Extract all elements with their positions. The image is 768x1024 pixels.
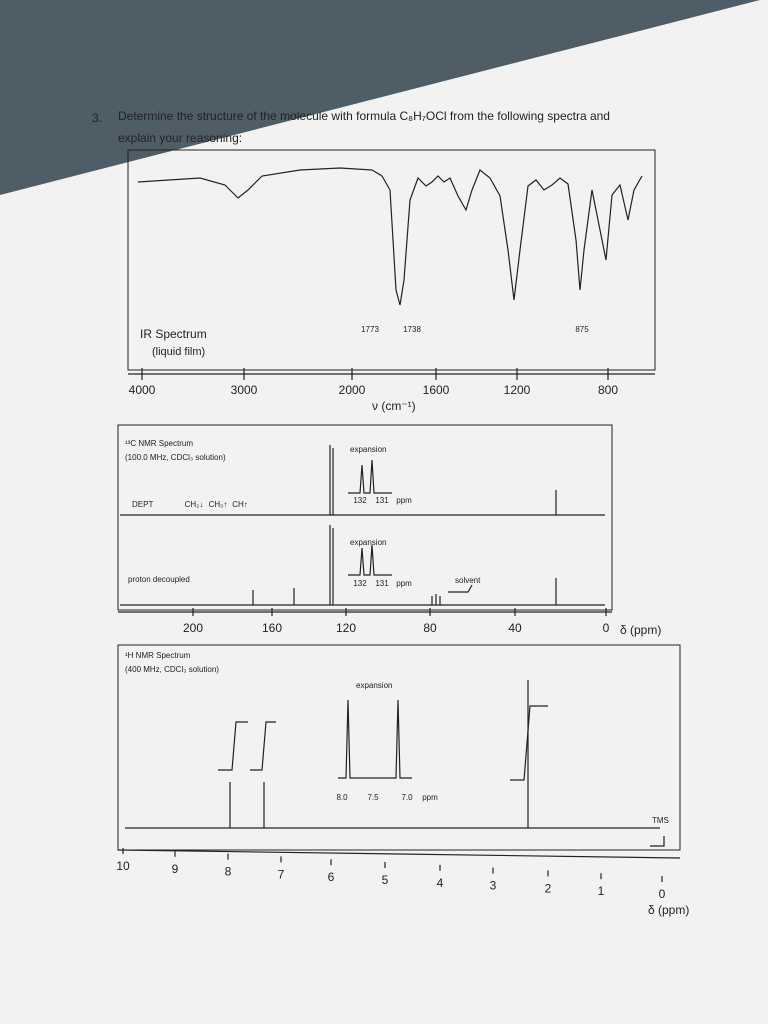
axis-label: 0 <box>659 887 666 901</box>
ir-axis-title: ν (cm⁻¹) <box>372 399 416 413</box>
h1-frame <box>117 644 681 851</box>
expansion-label: expansion <box>350 538 386 547</box>
expansion-label: expansion <box>350 445 386 454</box>
ir-trace <box>137 167 643 306</box>
axis-label: 1600 <box>423 383 450 397</box>
expansion-tick: ppm <box>396 579 412 588</box>
expansion-tick: 8.0 <box>336 793 348 802</box>
axis-label: 3000 <box>231 383 258 397</box>
decoupled-expansion-trace <box>348 544 392 576</box>
axis-label: 10 <box>116 859 130 873</box>
integration-curves <box>218 721 276 771</box>
axis-label: 7 <box>278 867 285 881</box>
solvent-peaks <box>431 594 441 605</box>
expansion-tick: 7.0 <box>401 793 413 802</box>
expansion-tick: ppm <box>422 793 438 802</box>
ir-title: IR Spectrum <box>140 327 207 341</box>
expansion-tick: 132 <box>353 579 367 588</box>
dept-legend: CH₃↑ <box>209 500 228 509</box>
decoupled-label: proton decoupled <box>128 575 190 584</box>
question-number: 3. <box>92 111 102 125</box>
tms-label: TMS <box>652 816 669 825</box>
axis-label: 2 <box>545 881 552 895</box>
axis-label: 1200 <box>504 383 531 397</box>
dept-expansion-trace <box>348 459 392 494</box>
expansion-tick: 131 <box>375 579 389 588</box>
axis-label: 160 <box>262 621 282 635</box>
h1-axis-unit: δ (ppm) <box>648 903 689 917</box>
axis-label: 4000 <box>129 383 156 397</box>
expansion-label: expansion <box>356 681 392 690</box>
h1-expansion-trace <box>338 699 412 779</box>
c13-subtitle: (100.0 MHz, CDCl₃ solution) <box>125 453 226 462</box>
peak-label: 1773 <box>361 325 379 334</box>
h1-subtitle: (400 MHz, CDCl₃ solution) <box>125 665 219 674</box>
peak-label: 1738 <box>403 325 421 334</box>
c13-title: ¹³C NMR Spectrum <box>125 439 193 448</box>
solvent-arrow <box>448 584 473 593</box>
ir-frame <box>127 149 656 371</box>
h1-peaks <box>229 680 529 828</box>
table-surface <box>0 0 760 195</box>
axis-label: 1 <box>598 884 605 898</box>
axis-label: 9 <box>172 862 179 876</box>
axis-label: 120 <box>336 621 356 635</box>
axis-label: 8 <box>225 865 232 879</box>
axis-label: 200 <box>183 621 203 635</box>
ir-subtitle: (liquid film) <box>152 346 205 358</box>
dept-legend: CH₂↓ <box>185 500 204 509</box>
axis-label: 800 <box>598 383 618 397</box>
peak-label: 875 <box>575 325 589 334</box>
expansion-tick: 132 <box>353 496 367 505</box>
axis-label: 80 <box>423 621 437 635</box>
axis-label: 5 <box>382 873 389 887</box>
c13-axis-unit: δ (ppm) <box>620 623 661 637</box>
axis-label: 3 <box>490 879 497 893</box>
dept-legend: CH↑ <box>232 500 248 509</box>
axis-label: 4 <box>437 876 444 890</box>
c13-frame <box>117 424 613 611</box>
tms-peak <box>650 836 665 847</box>
question-text: Determine the structure of the molecule … <box>118 109 610 123</box>
solvent-label: solvent <box>455 576 481 585</box>
expansion-tick: 7.5 <box>367 793 379 802</box>
axis-label: 0 <box>603 621 610 635</box>
integration-curve <box>510 705 548 781</box>
axis-label: 2000 <box>339 383 366 397</box>
question-text: explain your reasoning: <box>118 131 242 145</box>
h1-title: ¹H NMR Spectrum <box>125 651 191 660</box>
h1-axis <box>117 849 681 859</box>
expansion-tick: 131 <box>375 496 389 505</box>
axis-label: 40 <box>508 621 522 635</box>
dept-label: DEPT <box>132 500 153 509</box>
axis-label: 6 <box>328 870 335 884</box>
expansion-tick: ppm <box>396 496 412 505</box>
